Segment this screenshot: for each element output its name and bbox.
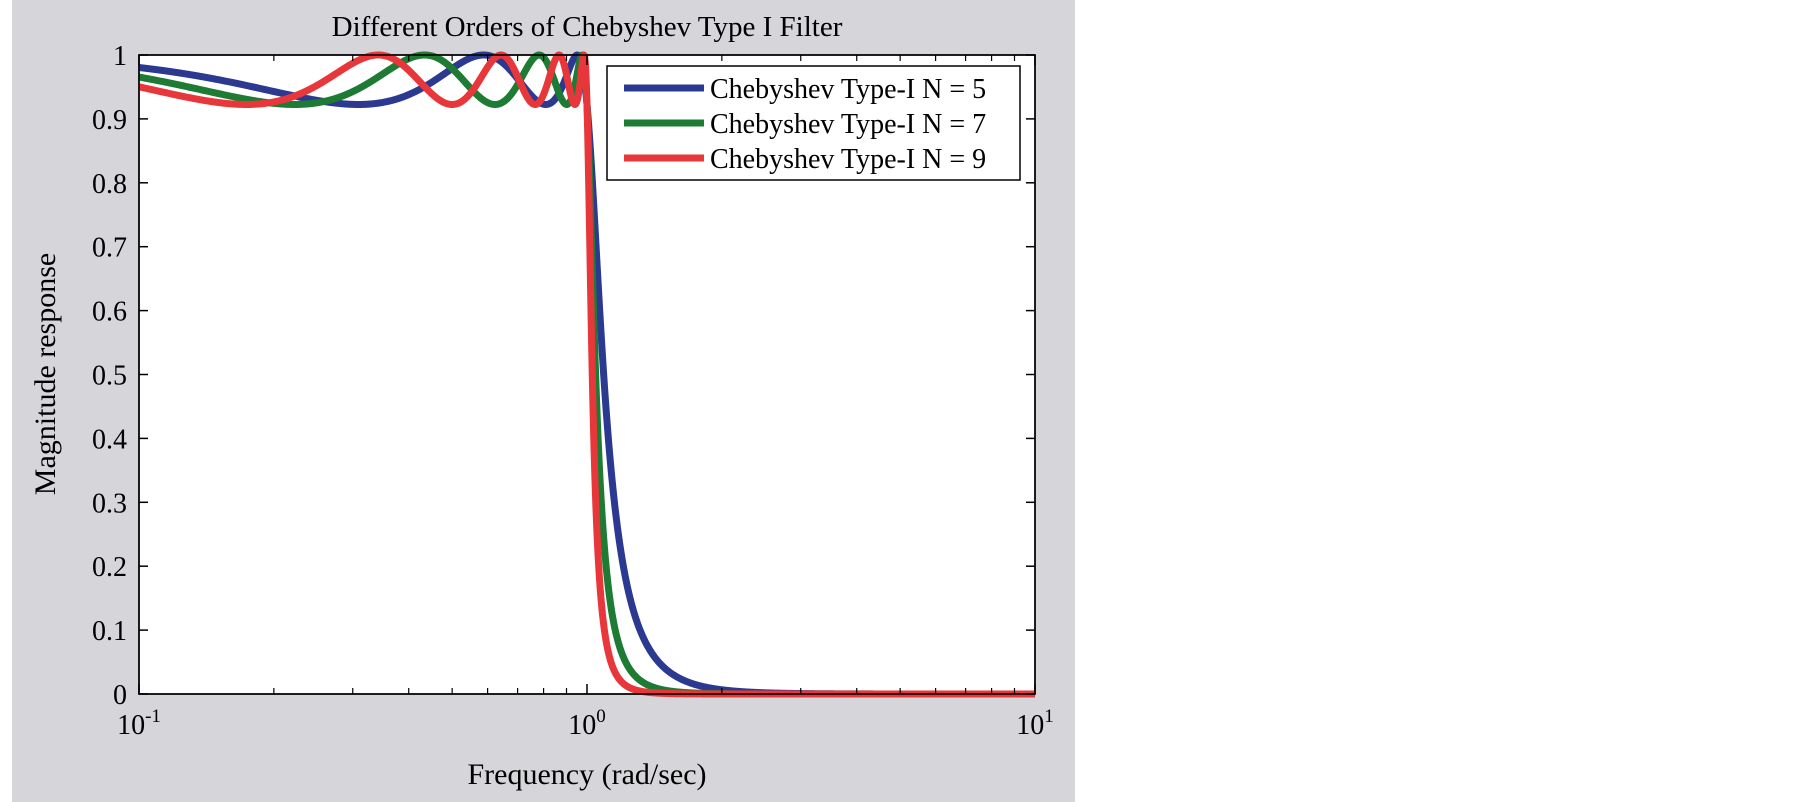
chart-figure: 0 0.1 0.2 0.3 0.4 0.5 0.6 0.7 0.8 0.9 1 10-1 100 101 …	[12, 0, 1075, 802]
y-tick-label: 0.6	[92, 297, 127, 328]
y-tick-label: 0.3	[92, 488, 127, 519]
y-tick-label: 0.1	[92, 616, 127, 647]
y-tick-label: 0.2	[92, 552, 127, 583]
x-axis-label: Frequency (rad/sec)	[467, 758, 706, 791]
y-tick-label: 0.8	[92, 169, 127, 200]
x-tick-label: 10-1	[117, 706, 161, 741]
legend-label-n7: Chebyshev Type-I N = 7	[710, 109, 986, 140]
y-tick-label: 0.5	[92, 361, 127, 392]
legend-label-n5: Chebyshev Type-I N = 5	[710, 74, 986, 105]
legend-label-n9: Chebyshev Type-I N = 9	[710, 144, 986, 175]
y-tick-label: 0.7	[92, 233, 127, 264]
chart-title: Different Orders of Chebyshev Type I Fil…	[332, 11, 843, 43]
y-tick-label: 1	[113, 41, 127, 72]
y-axis-label: Magnitude response	[29, 253, 62, 495]
tick-layer: 0 0.1 0.2 0.3 0.4 0.5 0.6 0.7 0.8 0.9 1 10-1 100 101	[92, 41, 1054, 741]
plot-frame	[138, 54, 1036, 695]
legend: Chebyshev Type-I N = 5 Chebyshev Type-I N…	[606, 65, 1021, 181]
y-tick-label: 0.9	[92, 105, 127, 136]
x-tick-label: 101	[1016, 706, 1054, 741]
y-tick-label: 0.4	[92, 424, 127, 455]
x-tick-label: 100	[568, 706, 606, 741]
y-tick-label: 0	[113, 680, 127, 711]
